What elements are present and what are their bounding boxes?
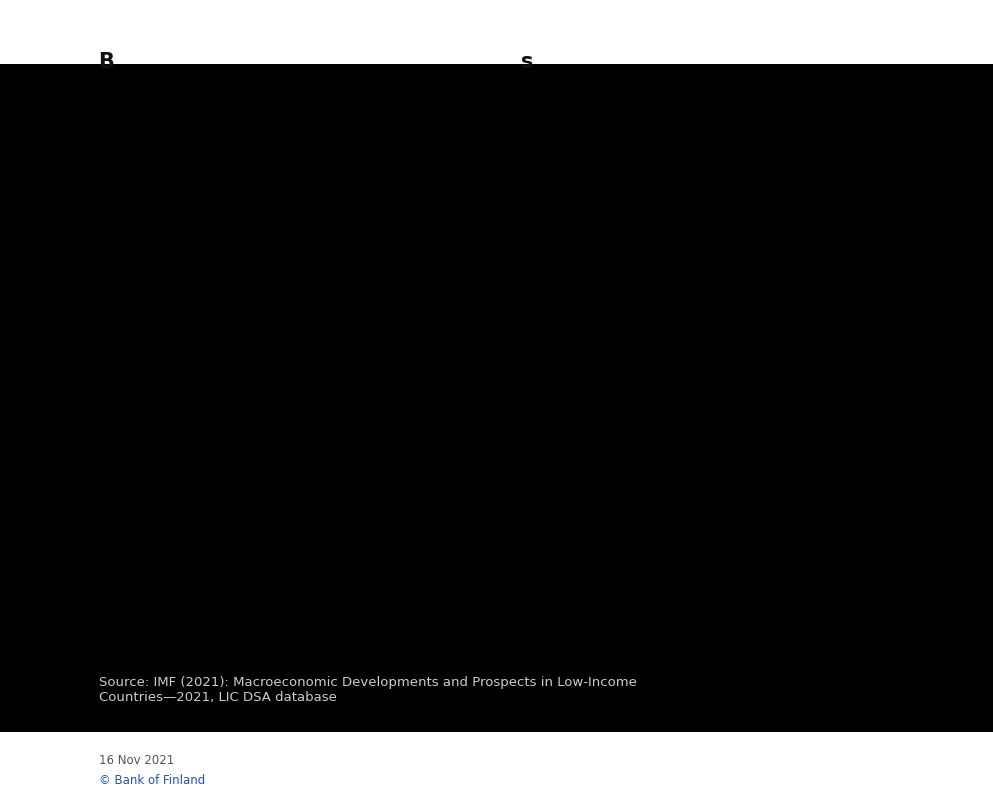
Bar <box>621 545 688 624</box>
Bar <box>621 128 688 193</box>
Text: B                                                        s: B s <box>99 52 533 72</box>
Bar <box>868 133 935 193</box>
Text: 6: 6 <box>156 135 166 150</box>
Legend: Low, Moderate, High, In debt distress: Low, Moderate, High, In debt distress <box>317 676 746 703</box>
Text: 31: 31 <box>151 540 171 554</box>
Bar <box>744 540 812 624</box>
Bar <box>497 356 565 545</box>
Bar <box>868 193 935 406</box>
Bar <box>127 158 195 262</box>
Text: 16: 16 <box>645 577 664 592</box>
Text: 33: 33 <box>644 455 664 470</box>
Bar <box>374 128 442 158</box>
Bar <box>621 381 688 545</box>
Text: 30: 30 <box>892 473 912 488</box>
Bar <box>744 386 812 540</box>
Text: 21: 21 <box>151 202 171 218</box>
Text: 35: 35 <box>521 262 541 277</box>
Bar <box>744 128 812 207</box>
Bar <box>250 500 319 624</box>
Bar <box>497 123 565 182</box>
Text: 42: 42 <box>151 358 171 374</box>
Bar <box>621 193 688 381</box>
Text: 14: 14 <box>892 582 912 597</box>
Text: 5: 5 <box>280 133 289 148</box>
Text: 16: 16 <box>769 160 787 175</box>
Text: 29: 29 <box>398 222 417 237</box>
Text: 43: 43 <box>892 292 912 306</box>
Bar <box>250 153 319 262</box>
Bar <box>868 406 935 554</box>
Bar <box>127 470 195 624</box>
Text: 38: 38 <box>645 279 664 294</box>
Bar <box>497 545 565 624</box>
Text: Source: IMF (2021): Macroeconomic Developments and Prospects in Low-Income
Count: Source: IMF (2021): Macroeconomic Develo… <box>99 676 638 704</box>
Bar <box>374 158 442 302</box>
Text: 22: 22 <box>275 200 294 215</box>
Bar <box>744 207 812 386</box>
Text: © Bank of Finland: © Bank of Finland <box>99 774 206 787</box>
Bar <box>497 182 565 356</box>
Text: 20: 20 <box>398 567 417 582</box>
Text: 12: 12 <box>892 155 912 170</box>
Text: 45: 45 <box>398 406 417 421</box>
Text: 25: 25 <box>275 554 294 570</box>
Bar <box>250 128 319 153</box>
Text: 12: 12 <box>521 146 541 160</box>
Bar <box>127 128 195 158</box>
Text: 6: 6 <box>403 135 413 150</box>
Text: 38: 38 <box>521 443 541 458</box>
Text: 48: 48 <box>275 374 294 389</box>
Y-axis label: Percent of LICs with DSA: Percent of LICs with DSA <box>45 282 60 470</box>
Text: 17: 17 <box>769 574 787 590</box>
Text: 16: 16 <box>521 577 541 592</box>
Bar <box>374 525 442 624</box>
Text: 36: 36 <box>769 289 787 304</box>
Bar <box>127 262 195 470</box>
Text: 31: 31 <box>769 455 787 470</box>
Text: 16 Nov 2021: 16 Nov 2021 <box>99 754 175 766</box>
Bar <box>374 302 442 525</box>
Text: 13: 13 <box>645 153 664 168</box>
Bar <box>868 554 935 624</box>
Bar <box>250 262 319 500</box>
